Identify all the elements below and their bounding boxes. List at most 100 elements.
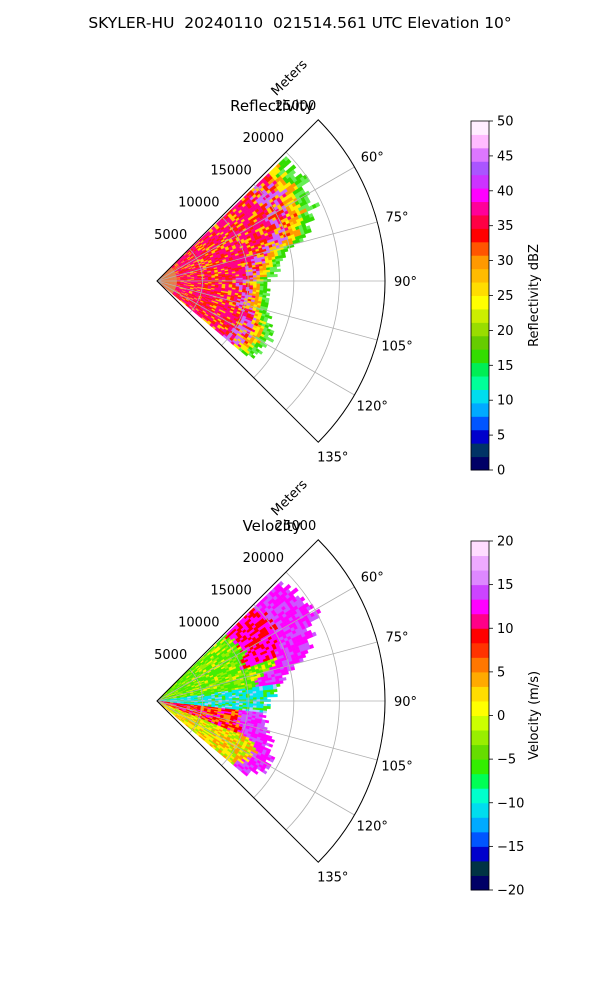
echo-cell [270, 274, 275, 278]
echo-cell [239, 277, 244, 281]
colorbar-cell [471, 147, 489, 162]
reflectivity-grid [156, 119, 386, 443]
echo-cell [249, 697, 254, 700]
reflectivity-colorbar-label: Reflectivity dBZ [527, 244, 542, 347]
echo-cell [263, 696, 268, 700]
echo-cell [252, 695, 257, 698]
echo-cell [256, 701, 261, 705]
echo-cell [263, 692, 268, 696]
azimuth-tick-label: 60° [361, 151, 384, 166]
colorbar-cell [471, 416, 489, 431]
echo-cell [263, 281, 268, 285]
colorbar-cell [471, 268, 489, 283]
echo-cell [276, 268, 281, 272]
colorbar-cell [471, 335, 489, 350]
colorbar-cell [471, 161, 489, 176]
range-tick-label: 5000 [154, 228, 187, 243]
echo-cell [253, 277, 257, 280]
echo-cell [314, 202, 321, 208]
echo-cell [263, 276, 268, 280]
reflectivity-title: Reflectivity [230, 97, 314, 115]
echo-cell [256, 281, 261, 285]
echo-cell [273, 694, 278, 698]
colorbar-cell [471, 443, 489, 458]
echo-cell [249, 695, 254, 698]
echo-cell [259, 697, 264, 700]
echo-cell [242, 701, 247, 704]
reflectivity-panel: Reflectivity 5000 10000 15000 20000 25000 60… [154, 57, 417, 466]
colorbar-cell [471, 188, 489, 203]
colorbar-tick-label: 35 [497, 219, 514, 234]
echo-cell [256, 275, 261, 278]
colorbar-tick-label: 10 [497, 394, 514, 409]
reflectivity-range-label: Meters [269, 57, 311, 99]
echo-cell [283, 248, 289, 253]
azimuth-tick-label: 90° [394, 275, 417, 290]
echo-cell [252, 275, 257, 278]
colorbar-tick-label: 45 [497, 149, 514, 164]
echo-cell [267, 315, 273, 320]
echo-cell [276, 683, 281, 687]
range-tick-label: 10000 [178, 196, 219, 211]
colorbar-cell [471, 201, 489, 216]
echo-cell [270, 694, 275, 698]
echo-cell [270, 738, 275, 743]
colorbar-cell [471, 308, 489, 323]
echo-cell [299, 237, 304, 243]
echo-cell [242, 697, 247, 701]
echo-cell [232, 278, 237, 281]
range-tick-label: 25000 [275, 99, 316, 114]
colorbar-tick-label: 0 [497, 464, 505, 479]
colorbar-cell [471, 362, 489, 377]
echo-cell [228, 278, 233, 281]
colorbar-cell [471, 228, 489, 243]
echo-cell [279, 680, 284, 684]
echo-cell [249, 281, 254, 284]
colorbar-cell [471, 295, 489, 310]
echo-cell [259, 277, 264, 280]
colorbar-cell [471, 402, 489, 417]
echo-cell [263, 694, 268, 698]
echo-cell [259, 703, 264, 707]
echo-cell [253, 281, 257, 284]
echo-cell [306, 228, 312, 234]
echo-cell [253, 697, 257, 700]
echo-cell [270, 691, 275, 695]
azimuth-tick-label: 135° [317, 451, 348, 466]
echo-cell [232, 698, 237, 701]
echo-cell [276, 263, 281, 267]
range-tick-label: 20000 [243, 131, 284, 146]
colorbar-cell [471, 241, 489, 256]
echo-cell [263, 272, 268, 276]
colorbar-tick-label: 30 [497, 254, 514, 269]
echo-cell [242, 277, 247, 281]
echo-cell [268, 323, 274, 328]
echo-cell [273, 689, 278, 693]
azimuth-tick-label: 105° [381, 339, 412, 354]
colorbar-tick-label: 15 [497, 359, 514, 374]
echo-cell [290, 169, 296, 176]
reflectivity-azimuth-ticks: 60°75°90°105°120°135° [317, 151, 417, 466]
azimuth-tick-label: 75° [386, 211, 409, 226]
echo-cell [273, 269, 278, 273]
echo-cell [309, 216, 315, 222]
colorbar-cell [471, 121, 489, 135]
echo-cell [263, 274, 268, 278]
echo-cell [266, 288, 271, 292]
echo-cell [266, 274, 271, 278]
colorbar-cell [471, 322, 489, 337]
echo-cell [266, 692, 271, 696]
range-tick-label: 15000 [210, 163, 251, 178]
echo-cell [290, 164, 297, 171]
echo-cell [262, 714, 267, 719]
echo-cell [256, 697, 261, 700]
colorbar-tick-label: 40 [497, 184, 514, 199]
reflectivity-colorbar-cells [471, 121, 489, 471]
echo-cell [263, 283, 268, 287]
echo-cell [304, 177, 311, 183]
echo-cell [262, 710, 267, 714]
colorbar-cell [471, 349, 489, 364]
echo-cell [270, 271, 275, 275]
